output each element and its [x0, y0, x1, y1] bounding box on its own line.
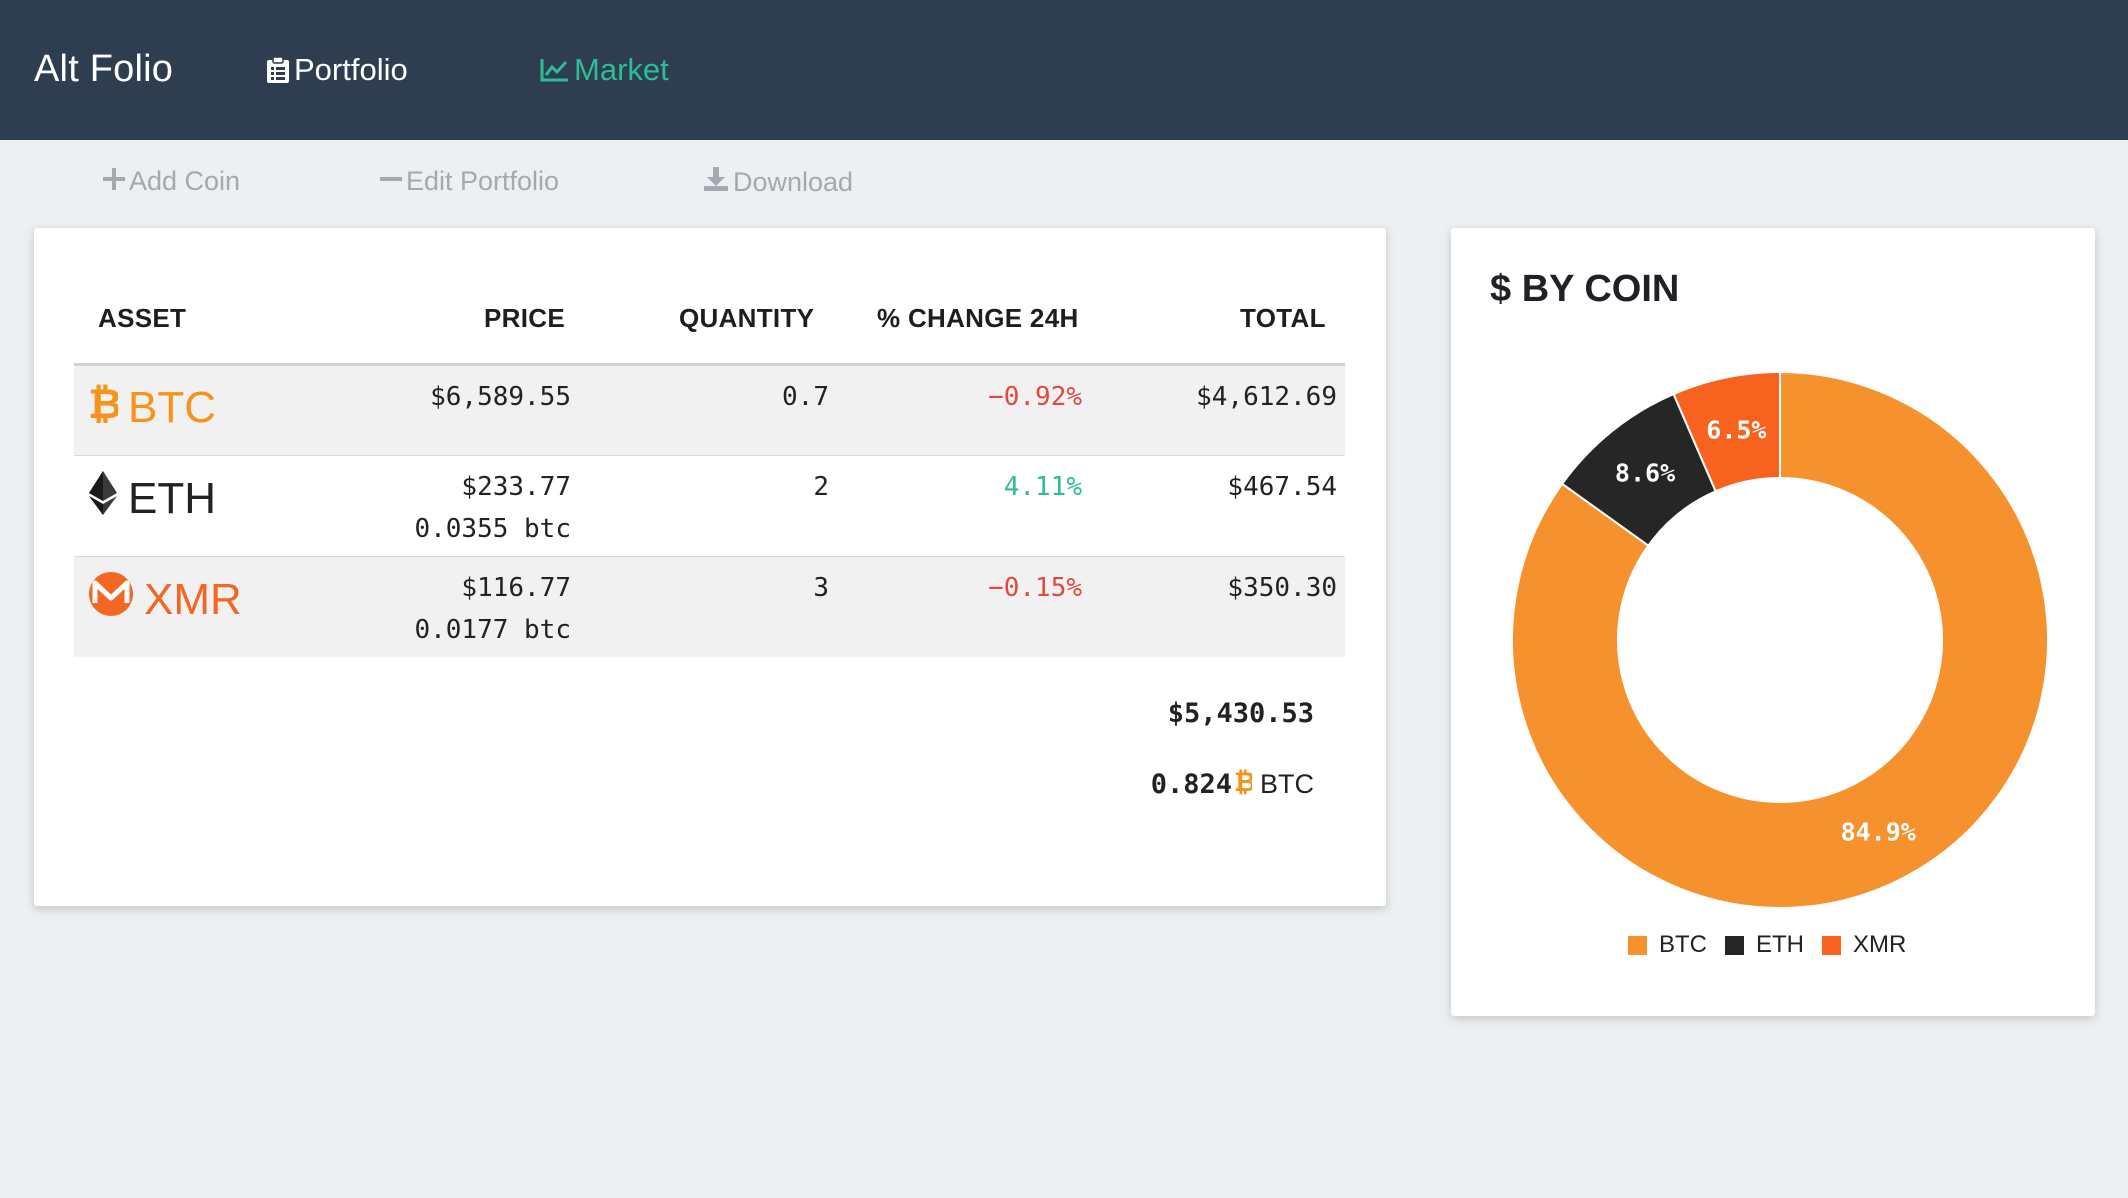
quantity-cell: 3 — [813, 573, 829, 603]
donut-label-eth: 8.6% — [1615, 459, 1675, 488]
portfolio-total-btc-unit: BTC — [1260, 769, 1314, 799]
edit-portfolio-button[interactable]: Edit Portfolio — [380, 166, 559, 197]
top-navbar: Alt Folio Portfolio Market — [0, 0, 2128, 140]
change-cell: −0.15% — [988, 573, 1082, 603]
legend-item-eth[interactable]: ETH — [1725, 931, 1804, 959]
clipboard-icon — [266, 56, 290, 84]
total-cell: $4,612.69 — [1196, 382, 1337, 412]
download-label: Download — [733, 167, 854, 197]
bitcoin-icon: ₿ — [88, 379, 122, 435]
quantity-cell: 0.7 — [782, 382, 829, 412]
legend-label: XMR — [1853, 931, 1907, 958]
add-coin-label: Add Coin — [129, 166, 241, 196]
line-chart-icon — [540, 57, 570, 83]
price-cell: $6,589.55 — [430, 382, 571, 412]
asset-symbol: XMR — [144, 574, 242, 624]
edit-portfolio-label: Edit Portfolio — [406, 166, 560, 196]
change-cell: 4.11% — [1003, 472, 1082, 502]
price-cell: $116.77 — [461, 573, 571, 603]
column-header-change[interactable]: % CHANGE 24H — [877, 303, 1079, 333]
price-cell: $233.77 — [461, 472, 571, 502]
chart-title: $ BY COIN — [1490, 268, 1680, 310]
app-brand[interactable]: Alt Folio — [34, 48, 174, 90]
nav-portfolio[interactable]: Portfolio — [266, 52, 408, 88]
donut-label-xmr: 6.5% — [1706, 415, 1766, 444]
coin-donut-chart: 84.9% 8.6% 6.5% — [1511, 370, 2049, 909]
legend-label: ETH — [1756, 931, 1804, 958]
nav-market[interactable]: Market — [540, 52, 669, 88]
legend-swatch — [1725, 935, 1744, 955]
asset-symbol: ETH — [128, 473, 216, 523]
svg-text:₿: ₿ — [1234, 767, 1252, 795]
legend-swatch — [1628, 935, 1647, 955]
column-header-total[interactable]: TOTAL — [1240, 303, 1326, 333]
nav-portfolio-label: Portfolio — [294, 52, 408, 87]
donut-label-btc: 84.9% — [1841, 817, 1916, 846]
total-cell: $350.30 — [1227, 573, 1337, 603]
minus-icon — [380, 166, 402, 197]
plus-icon — [103, 166, 125, 197]
download-icon — [703, 166, 729, 199]
total-cell: $467.54 — [1227, 472, 1337, 502]
donut-slice-xmr[interactable] — [1672, 370, 1781, 493]
table-row[interactable]: ₿ BTC $6,589.55 0.7 −0.92% $4,612.69 — [74, 366, 1345, 456]
legend-label: BTC — [1659, 931, 1707, 958]
asset-cell: XMR — [88, 571, 242, 628]
table-row[interactable]: XMR $116.77 0.0177 btc 3 −0.15% $350.30 — [74, 557, 1345, 657]
column-header-asset[interactable]: ASSET — [98, 303, 187, 333]
asset-cell: ETH — [88, 470, 216, 527]
nav-market-label: Market — [574, 52, 669, 87]
asset-symbol: BTC — [128, 382, 216, 432]
chart-legend: BTC ETH XMR — [1628, 931, 1906, 959]
table-row[interactable]: ETH $233.77 0.0355 btc 2 4.11% $467.54 — [74, 456, 1345, 557]
legend-item-btc[interactable]: BTC — [1628, 931, 1707, 959]
column-header-price[interactable]: PRICE — [484, 303, 565, 333]
header-divider — [74, 363, 1345, 366]
column-header-quantity[interactable]: QUANTITY — [679, 303, 815, 333]
monero-icon — [88, 571, 134, 628]
ethereum-icon — [88, 470, 118, 527]
portfolio-total-btc-value: 0.824 — [1150, 769, 1232, 800]
change-cell: −0.92% — [988, 382, 1082, 412]
portfolio-total-btc: 0.824 ₿ BTC — [1151, 767, 1314, 802]
legend-swatch — [1822, 935, 1841, 955]
bitcoin-icon: ₿ — [1234, 767, 1256, 802]
legend-item-xmr[interactable]: XMR — [1822, 931, 1906, 959]
donut-slice-btc[interactable] — [1511, 370, 2049, 909]
quantity-cell: 2 — [813, 472, 829, 502]
asset-cell: ₿ BTC — [88, 379, 216, 435]
svg-text:₿: ₿ — [88, 380, 118, 424]
price-btc-cell: 0.0355 btc — [414, 514, 571, 544]
download-button[interactable]: Download — [703, 166, 853, 199]
add-coin-button[interactable]: Add Coin — [103, 166, 240, 197]
portfolio-total-usd: $5,430.53 — [1167, 698, 1314, 729]
price-btc-cell: 0.0177 btc — [414, 615, 571, 645]
